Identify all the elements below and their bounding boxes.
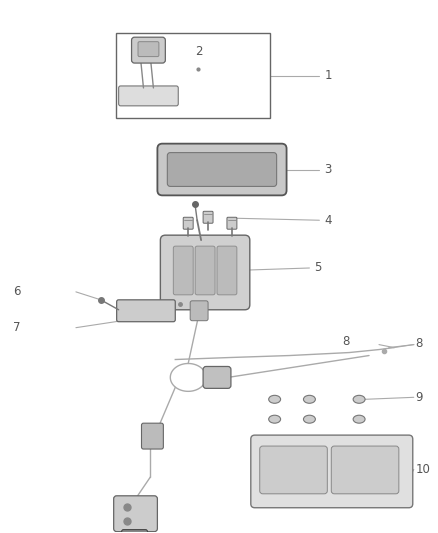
Text: 10: 10	[416, 463, 431, 476]
Ellipse shape	[304, 395, 315, 403]
FancyBboxPatch shape	[203, 211, 213, 223]
Bar	[116, 33, 270, 118]
Text: 6: 6	[13, 285, 21, 298]
FancyBboxPatch shape	[160, 235, 250, 310]
FancyBboxPatch shape	[122, 530, 148, 533]
FancyBboxPatch shape	[251, 435, 413, 508]
FancyBboxPatch shape	[131, 37, 165, 63]
Ellipse shape	[353, 415, 365, 423]
FancyBboxPatch shape	[157, 144, 286, 196]
FancyBboxPatch shape	[167, 152, 277, 187]
Text: 1: 1	[324, 69, 332, 82]
FancyBboxPatch shape	[141, 423, 163, 449]
FancyBboxPatch shape	[138, 42, 159, 56]
FancyBboxPatch shape	[217, 246, 237, 295]
Text: 8: 8	[342, 335, 349, 348]
FancyBboxPatch shape	[119, 86, 178, 106]
FancyBboxPatch shape	[227, 217, 237, 229]
Text: 8: 8	[416, 337, 423, 350]
FancyBboxPatch shape	[117, 300, 175, 322]
FancyBboxPatch shape	[195, 246, 215, 295]
FancyBboxPatch shape	[203, 367, 231, 389]
Ellipse shape	[304, 415, 315, 423]
FancyBboxPatch shape	[331, 446, 399, 494]
Ellipse shape	[353, 395, 365, 403]
FancyBboxPatch shape	[114, 496, 157, 531]
FancyBboxPatch shape	[173, 246, 193, 295]
Text: 3: 3	[324, 163, 332, 176]
FancyBboxPatch shape	[260, 446, 327, 494]
Ellipse shape	[268, 395, 281, 403]
Text: 2: 2	[195, 45, 203, 58]
Text: 5: 5	[314, 262, 322, 274]
Text: 9: 9	[416, 391, 423, 404]
FancyBboxPatch shape	[190, 301, 208, 321]
Text: 4: 4	[324, 214, 332, 227]
Text: 7: 7	[13, 321, 21, 334]
Ellipse shape	[268, 415, 281, 423]
FancyBboxPatch shape	[183, 217, 193, 229]
